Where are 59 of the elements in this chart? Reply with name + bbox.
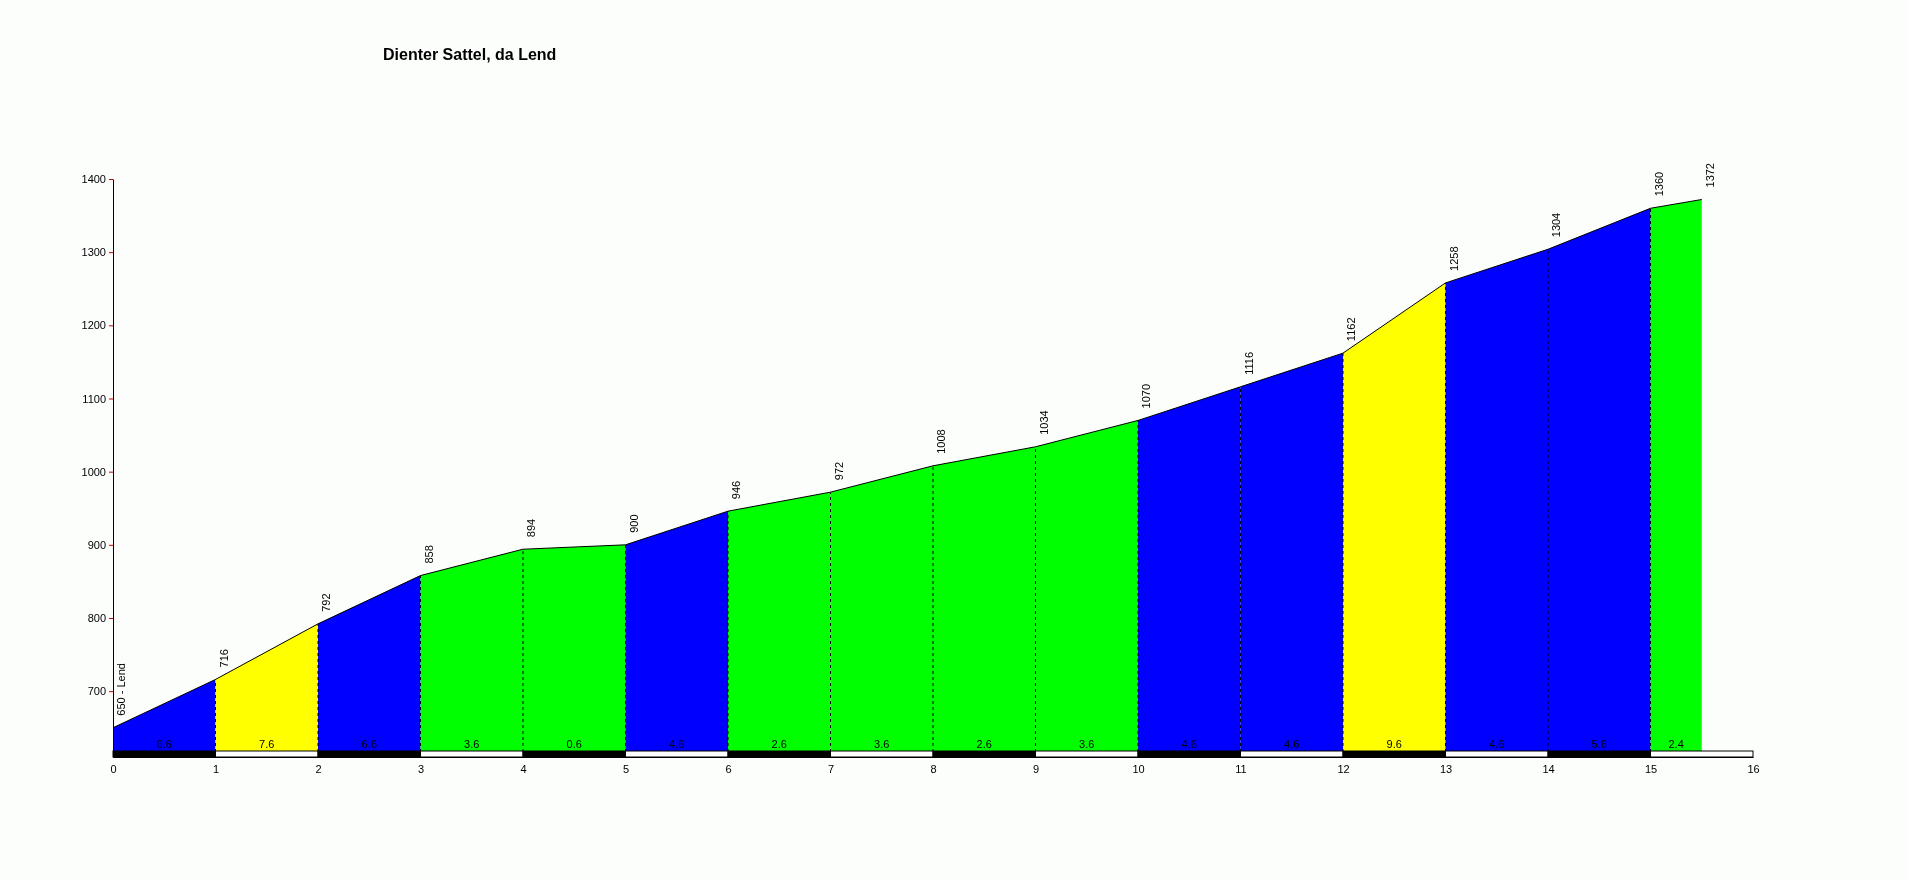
data-label: 1034: [1037, 410, 1050, 435]
x-tick-label: 5: [622, 763, 630, 776]
y-tick-label: 1000: [81, 465, 106, 478]
y-tick-label: 1200: [81, 319, 106, 332]
data-label: 1070: [1140, 383, 1152, 409]
x-tick-label: 13: [1439, 763, 1453, 776]
y-tick-label: 1400: [81, 173, 106, 186]
annotation: 4.6: [1284, 738, 1300, 750]
x-tick-label: 12: [1337, 763, 1350, 776]
y-tick-label: 700: [87, 685, 106, 698]
annotation: 3.6: [874, 738, 890, 750]
data-label: 650 - Lend: [115, 663, 127, 716]
annotation: 3.6: [1079, 738, 1095, 750]
x-tick-label: 10: [1132, 763, 1145, 776]
annotation: 6.6: [156, 738, 172, 750]
x-tick-label: 2: [315, 763, 322, 776]
chart-title: Dienter Sattel, da Lend: [383, 46, 557, 63]
data-label: 1116: [1242, 351, 1255, 375]
data-label: 1008: [935, 429, 947, 454]
data-label: 716: [217, 649, 230, 668]
data-label: 1162: [1345, 317, 1357, 342]
x-tick-label: 11: [1235, 763, 1247, 776]
x-tick-label: 4: [520, 763, 527, 776]
data-label: 792: [320, 593, 332, 612]
annotation: 4.6: [1181, 738, 1197, 750]
data-label: 1360: [1652, 171, 1665, 197]
annotation: 6.6: [361, 738, 377, 750]
x-tick-label: 16: [1747, 763, 1760, 776]
x-tick-label: 0: [110, 763, 117, 776]
data-label: 1258: [1447, 246, 1460, 271]
data-label: 1304: [1550, 212, 1562, 238]
data-label: 972: [832, 461, 845, 481]
data-label: 946: [730, 480, 742, 500]
annotation: 9.6: [1386, 738, 1402, 750]
data-label: 1372: [1703, 163, 1716, 188]
annotation: 3.6: [464, 738, 480, 750]
annotation: 5.6: [1591, 738, 1607, 750]
y-tick-label: 900: [87, 538, 106, 551]
annotation: 2.6: [771, 738, 787, 750]
annotation: 4.6: [669, 738, 685, 750]
annotation: 2.4: [1668, 738, 1684, 750]
annotation: 4.6: [1489, 738, 1505, 750]
annotation: 0.6: [566, 738, 582, 750]
data-label: 894: [525, 518, 537, 538]
data-label: 900: [627, 514, 640, 533]
x-tick-label: 8: [930, 763, 937, 776]
x-tick-label: 1: [212, 763, 220, 776]
y-tick-label: 800: [87, 612, 106, 625]
annotation: 7.6: [259, 738, 275, 750]
x-tick-label: 6: [725, 763, 732, 776]
y-tick-label: 1300: [81, 246, 106, 259]
annotation: 2.6: [976, 738, 992, 750]
x-tick-label: 7: [827, 763, 835, 776]
x-tick-label: 3: [417, 763, 425, 776]
y-tick-label: 1100: [82, 392, 106, 405]
data-label: 858: [422, 545, 435, 564]
x-tick-label: 15: [1644, 763, 1658, 776]
x-tick-label: 14: [1542, 763, 1555, 776]
x-tick-label: 9: [1032, 763, 1040, 776]
